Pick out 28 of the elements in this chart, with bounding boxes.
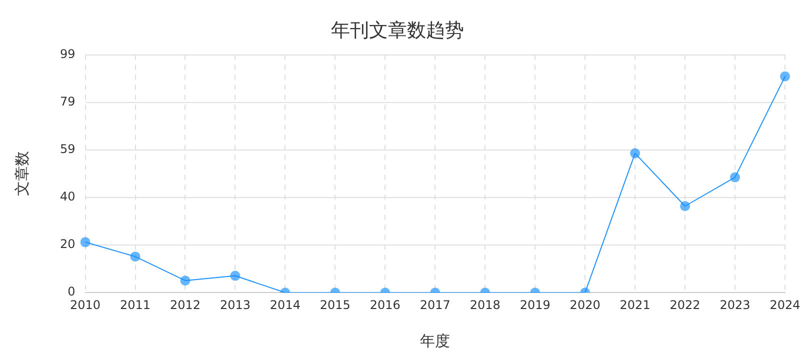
x-tick-label: 2020 bbox=[570, 298, 600, 312]
x-tick-label: 2016 bbox=[370, 298, 400, 312]
chart-title: 年刊文章数趋势 bbox=[331, 19, 464, 42]
y-tick-label: 40 bbox=[60, 190, 76, 204]
x-tick-label: 2013 bbox=[220, 298, 250, 312]
y-tick-label: 59 bbox=[60, 142, 76, 156]
x-tick-label: 2018 bbox=[470, 298, 500, 312]
y-tick-label: 20 bbox=[60, 237, 76, 252]
x-axis-title: 年度 bbox=[420, 332, 450, 350]
point bbox=[80, 237, 90, 248]
x-tick-label: 2010 bbox=[70, 298, 101, 312]
x-tick-label: 2011 bbox=[120, 298, 151, 312]
x-tick-label: 2023 bbox=[720, 298, 750, 312]
point bbox=[680, 201, 690, 212]
x-tick-label: 2022 bbox=[670, 298, 700, 312]
x-tick-label: 2015 bbox=[320, 298, 350, 312]
x-tick-label: 2024 bbox=[770, 298, 800, 312]
y-tick-label: 79 bbox=[60, 94, 76, 108]
y-tick-label: 0 bbox=[68, 284, 76, 299]
point bbox=[630, 148, 640, 158]
x-tick-label: 2014 bbox=[270, 298, 300, 312]
x-tick-label: 2012 bbox=[170, 298, 201, 312]
x-tick-label: 2019 bbox=[520, 298, 550, 312]
x-tick-label: 2017 bbox=[420, 298, 450, 312]
y-axis-title: 文章数 bbox=[12, 151, 31, 196]
point bbox=[730, 172, 740, 182]
x-tick-label: 2021 bbox=[620, 298, 650, 312]
y-tick-label: 99 bbox=[60, 46, 76, 61]
